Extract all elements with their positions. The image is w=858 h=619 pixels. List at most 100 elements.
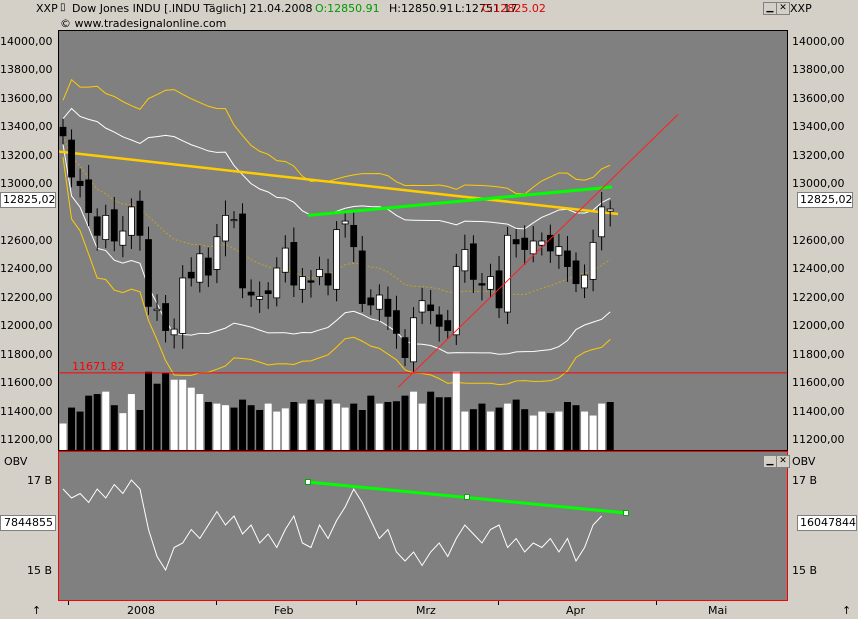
candle-body (358, 250, 366, 304)
price-tick-right: 13200,00 (792, 148, 845, 162)
candle-body (264, 290, 272, 294)
candle-body (444, 320, 452, 331)
obv-minimize-button[interactable]: ▁ (763, 455, 777, 468)
high-value: H:12850.91 (389, 2, 454, 15)
price-tick-left: 11400,00 (0, 404, 53, 418)
candle-body (589, 242, 597, 280)
price-tick-right: 13000,00 (792, 177, 845, 191)
volume-bar (93, 394, 101, 451)
price-plot[interactable]: 11671.82 (58, 30, 788, 451)
price-tick-left: 12200,00 (0, 290, 53, 304)
price-tick-right: 11400,00 (792, 404, 845, 418)
price-tick-left: 13200,00 (0, 148, 53, 162)
volume-bar (196, 394, 204, 451)
candle-body (529, 240, 537, 255)
price-tick-left: 13000,00 (0, 177, 53, 191)
candle-body (85, 179, 93, 213)
volume-bar (487, 411, 494, 451)
volume-bar (239, 399, 247, 451)
volume-bar (598, 403, 606, 451)
open-value: O:12850.91 (315, 2, 380, 15)
volume-bar (435, 397, 443, 451)
volume-bar (452, 371, 460, 451)
volume-bar (102, 391, 110, 451)
x-tick-2008: 2008 (127, 604, 155, 617)
obv-label-left: OBV (4, 455, 28, 468)
obv-plot[interactable] (58, 451, 788, 601)
volume-bar (478, 403, 486, 451)
volume-bar (127, 394, 135, 451)
candle-body (435, 314, 443, 327)
obv-tick-right-17b: 17 B (792, 474, 818, 487)
price-tick-right: 13600,00 (792, 91, 845, 105)
volume-bar (153, 383, 161, 451)
volume-bar (546, 413, 554, 451)
candle-body (393, 310, 400, 334)
volume-bar (230, 407, 238, 451)
price-tick-left: 11800,00 (0, 347, 53, 361)
minimize-button[interactable]: ▁ (763, 2, 777, 15)
x-tick-mrz: Mrz (416, 604, 436, 617)
candle-body (512, 239, 520, 245)
low-value: L:12751.17 (455, 2, 518, 15)
scroll-right-arrow-icon[interactable]: ↑ (842, 604, 852, 617)
candle-body (204, 257, 212, 276)
bollinger-mid-line (62, 135, 611, 296)
price-tick-right: 11200,00 (792, 433, 845, 446)
volume-bar (162, 372, 170, 451)
volume-bar (392, 401, 400, 451)
candle-body (110, 209, 118, 242)
price-tick-right: 12000,00 (792, 319, 845, 333)
volume-bar (85, 395, 93, 451)
obv-label-right: OBV (792, 455, 816, 468)
volume-bar (136, 409, 144, 451)
volume-bar (358, 409, 366, 451)
volume-bar (324, 399, 332, 451)
volume-bar (213, 403, 221, 451)
volume-bar (204, 402, 212, 451)
price-tick-left: 11200,00 (0, 433, 53, 446)
last-value-right: 12825,02 (797, 192, 853, 208)
candle-body (76, 180, 84, 186)
price-tick-right: 12200,00 (792, 290, 845, 304)
volume-bar (367, 395, 375, 451)
volume-bar (59, 423, 67, 451)
candle-body (273, 267, 281, 299)
volume-bar (581, 411, 589, 451)
candle-body (410, 317, 417, 363)
obv-plot-border (58, 451, 788, 601)
volume-bar (495, 407, 503, 451)
candle-body (222, 215, 229, 242)
price-tick-left: 12000,00 (0, 319, 53, 333)
price-tick-left: 12400,00 (0, 262, 53, 276)
candle-body (606, 208, 614, 212)
instrument-icon: ▯ (60, 2, 66, 13)
long-ma-line (58, 150, 619, 216)
price-tick-left: 11600,00 (0, 376, 53, 390)
volume-bar (555, 411, 563, 451)
volume-bar (316, 403, 323, 451)
candle-body (521, 237, 529, 250)
candle-body (427, 304, 435, 312)
volume-bar (384, 402, 392, 451)
volume-bar (572, 405, 580, 451)
obv-close-button[interactable]: ✕ (776, 455, 790, 468)
scroll-left-arrow-icon[interactable]: ↑ (32, 604, 42, 617)
candle-body (102, 215, 110, 240)
obv-trend-handle (305, 479, 311, 485)
price-tick-right: 12400,00 (792, 262, 845, 276)
volume-bar (401, 395, 409, 451)
close-button[interactable]: ✕ (776, 2, 790, 15)
candle-body (341, 220, 349, 225)
price-plot-border (58, 30, 788, 451)
obv-line (62, 479, 603, 572)
green-resistance-line (307, 185, 613, 217)
volume-bar (606, 402, 614, 451)
red-uptrend-line (397, 114, 679, 388)
candle-body (598, 206, 606, 238)
candle-body (230, 219, 238, 222)
price-tick-left: 14000,00 (0, 35, 53, 48)
obv-trend-handle (623, 510, 629, 516)
price-tick-left: 13800,00 (0, 63, 53, 77)
